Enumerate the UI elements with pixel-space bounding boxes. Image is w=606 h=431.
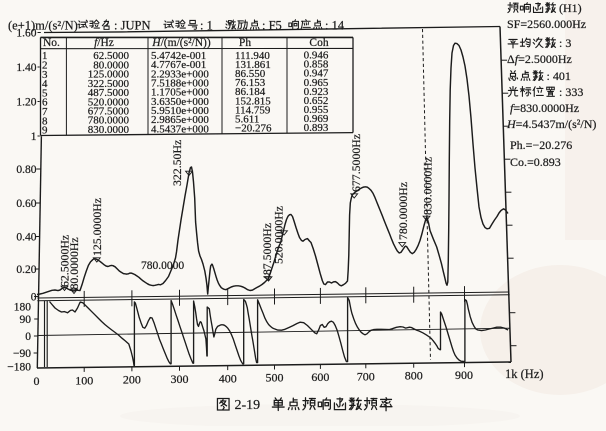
svg-text:(H1): (H1) [559, 1, 582, 15]
svg-text:0.80: 0.80 [16, 164, 36, 176]
svg-text:: JUPN: : JUPN [114, 19, 150, 33]
svg-text:520.0000Hz: 520.0000Hz [272, 206, 286, 264]
svg-text:780.0000: 780.0000 [141, 260, 184, 272]
svg-text:100: 100 [75, 373, 93, 387]
svg-text:600: 600 [311, 370, 329, 384]
svg-text:200: 200 [123, 373, 141, 387]
svg-text:780.0000Hz: 780.0000Hz [396, 182, 410, 240]
svg-text:: 401: : 401 [547, 69, 571, 83]
svg-text:800: 800 [405, 369, 423, 383]
svg-text:300: 300 [171, 372, 189, 386]
svg-text:Coh: Coh [309, 37, 328, 49]
svg-text:125.0000Hz: 125.0000Hz [90, 198, 104, 256]
svg-text:H=4.5437m/(s²/N): H=4.5437m/(s²/N) [506, 117, 596, 131]
svg-text:677.5000Hz: 677.5000Hz [349, 134, 363, 192]
svg-text:No.: No. [43, 37, 60, 49]
svg-text:0.893: 0.893 [304, 122, 329, 134]
svg-text:830.0000Hz: 830.0000Hz [421, 157, 435, 215]
svg-text:1.40: 1.40 [16, 62, 36, 74]
svg-text:0: 0 [25, 331, 31, 343]
svg-text:80.0000Hz: 80.0000Hz [67, 237, 81, 289]
svg-text:Δf=2.5000Hz: Δf=2.5000Hz [507, 52, 572, 66]
svg-text:2-19: 2-19 [235, 398, 261, 413]
svg-text:Ph: Ph [239, 37, 251, 49]
svg-text:0.20: 0.20 [16, 264, 36, 276]
svg-text:Ph.=−20.276: Ph.=−20.276 [510, 138, 572, 152]
svg-text:: 3: : 3 [559, 36, 571, 50]
svg-text:90: 90 [20, 314, 32, 326]
svg-text:SF=2560.000Hz: SF=2560.000Hz [507, 17, 586, 31]
svg-text:0.60: 0.60 [16, 198, 36, 210]
svg-text:322.50Hz: 322.50Hz [170, 140, 184, 186]
svg-text:−20.276: −20.276 [235, 123, 272, 135]
svg-text:400: 400 [219, 371, 237, 385]
svg-text:1k (Hz): 1k (Hz) [505, 367, 544, 381]
svg-text:f=830.0000Hz: f=830.0000Hz [510, 101, 579, 115]
svg-text:f/Hz: f/Hz [94, 37, 114, 49]
svg-text:−180: −180 [7, 362, 31, 374]
svg-text:4.5437e+000: 4.5437e+000 [151, 123, 209, 135]
svg-text:: 14: : 14 [325, 19, 345, 33]
svg-text:9: 9 [42, 125, 48, 137]
svg-text:: 333: : 333 [559, 85, 583, 99]
svg-text:1.20: 1.20 [16, 97, 36, 109]
svg-text:Co.=0.893: Co.=0.893 [510, 155, 561, 169]
svg-text:1: 1 [31, 131, 37, 143]
svg-text:−90: −90 [13, 348, 31, 360]
svg-text:H/(m/(s²/N)): H/(m/(s²/N)) [151, 37, 211, 49]
svg-text:900: 900 [455, 368, 473, 382]
svg-text:1.60: 1.60 [16, 28, 36, 40]
svg-text:500: 500 [266, 371, 284, 385]
svg-text:0: 0 [34, 374, 40, 388]
svg-text:180: 180 [14, 302, 32, 314]
svg-text:0.40: 0.40 [16, 232, 36, 244]
svg-text:700: 700 [357, 369, 375, 383]
svg-text:0: 0 [31, 292, 37, 304]
svg-text:830.0000: 830.0000 [88, 124, 130, 136]
